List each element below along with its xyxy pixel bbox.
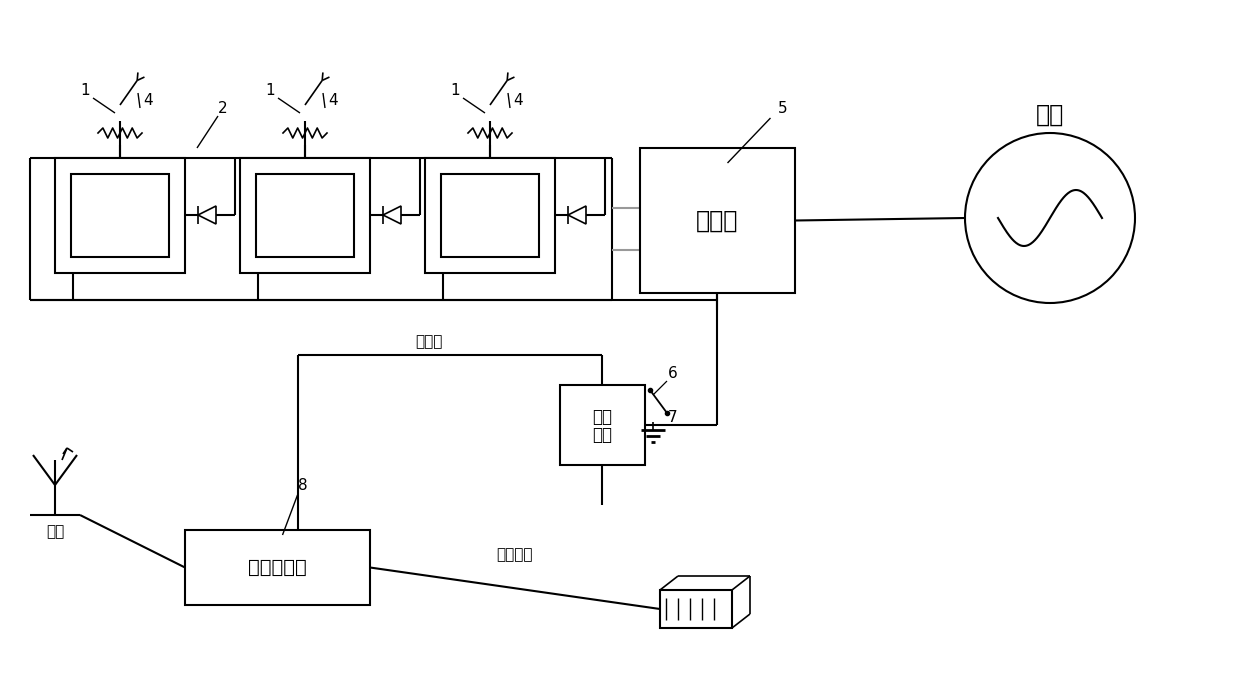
Text: 1: 1 [81, 83, 89, 97]
Text: 网络连接: 网络连接 [497, 547, 533, 562]
Text: 控制发射器: 控制发射器 [248, 558, 306, 577]
Bar [660, 590, 732, 628]
Text: 4: 4 [513, 92, 523, 108]
Bar [560, 385, 645, 465]
Text: 开关: 开关 [593, 426, 613, 444]
Bar [425, 158, 556, 273]
Text: 1: 1 [265, 83, 275, 97]
Text: 4: 4 [143, 92, 153, 108]
Text: 通讯线: 通讯线 [415, 334, 443, 350]
Bar [55, 158, 185, 273]
Text: 4: 4 [329, 92, 337, 108]
Text: 2: 2 [218, 101, 228, 115]
Text: 7: 7 [668, 409, 678, 425]
Bar [241, 158, 370, 273]
Bar [185, 530, 370, 605]
Bar [255, 174, 353, 257]
Text: 5: 5 [777, 101, 787, 115]
Text: 控制: 控制 [593, 408, 613, 426]
Bar [640, 148, 795, 293]
Text: 逆变器: 逆变器 [697, 208, 739, 233]
Text: 6: 6 [668, 366, 678, 380]
Bar [71, 174, 169, 257]
Text: 8: 8 [298, 477, 308, 493]
Text: 电网: 电网 [1035, 103, 1064, 127]
Text: 天线: 天线 [46, 525, 64, 539]
Text: 1: 1 [450, 83, 460, 97]
Bar [441, 174, 539, 257]
